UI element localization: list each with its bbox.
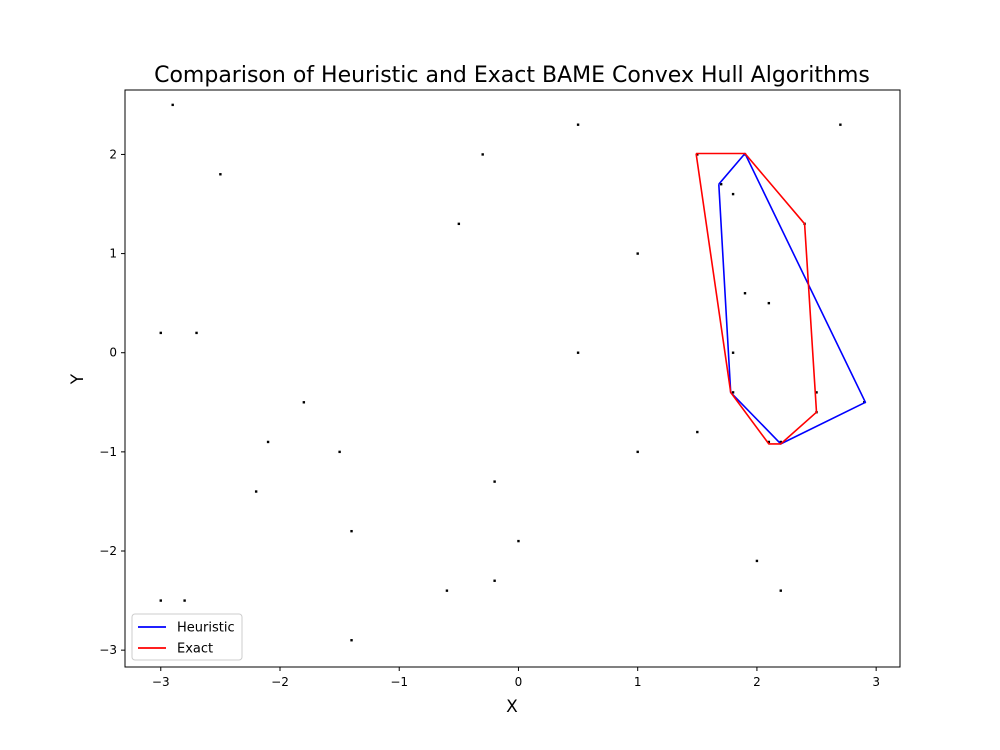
data-point [576,351,580,354]
data-point [719,182,723,186]
y-tick-label: 1 [109,247,117,261]
data-point [636,450,639,454]
data-point [767,440,771,444]
y-axis-label: Y [68,373,88,385]
data-point [159,599,162,602]
data-point [517,539,520,543]
y-tick-label: −2 [99,544,117,558]
x-tick-label: 0 [515,675,523,689]
legend: Heuristic Exact [131,613,243,661]
series-line-heuristic [718,152,867,445]
data-point [159,331,162,335]
data-point [195,331,198,335]
data-point [576,123,580,126]
plot-frame [124,89,901,668]
data-point [350,529,353,533]
data-point [696,153,699,156]
data-point [696,430,699,434]
legend-label-exact: Exact [177,642,213,657]
y-tick-label: −3 [99,643,117,657]
data-point [183,599,186,602]
data-point [767,301,771,305]
x-tick-label: −3 [152,675,170,689]
data-point [779,440,782,444]
legend-label-heuristic: Heuristic [177,621,235,636]
x-tick-label: −1 [390,675,408,689]
data-point [338,450,341,454]
data-point [493,579,496,582]
data-point [731,192,735,196]
data-point [266,440,270,444]
data-point [493,480,496,483]
data-point [731,391,735,394]
data-point [815,391,818,394]
y-tick-label: −1 [99,445,117,459]
data-point [219,173,222,176]
data-point [350,639,353,642]
series-line-exact [695,152,818,445]
x-tick-label: 2 [753,675,761,689]
data-point [743,292,747,295]
data-point [457,222,461,226]
x-tick-label: −2 [271,675,289,689]
y-tick-label: 2 [109,147,117,161]
data-point [302,401,306,404]
data-point [755,559,759,563]
x-axis-label: X [506,697,518,717]
data-point [445,589,449,592]
data-point [171,103,174,107]
x-tick-label: 1 [634,675,642,689]
plot-area: −3 −2 −1 0 1 2 3 −3 −2 −1 0 1 2 Heuristic Exact [99,89,901,689]
data-point [779,589,782,592]
data-point [839,123,842,126]
data-point [731,351,735,354]
x-tick-label: 3 [872,675,880,689]
data-point [254,490,258,493]
data-point [636,252,639,255]
y-tick-label: 0 [109,346,117,360]
chart-title: Comparison of Heuristic and Exact BAME C… [154,63,870,88]
data-point [481,153,484,156]
